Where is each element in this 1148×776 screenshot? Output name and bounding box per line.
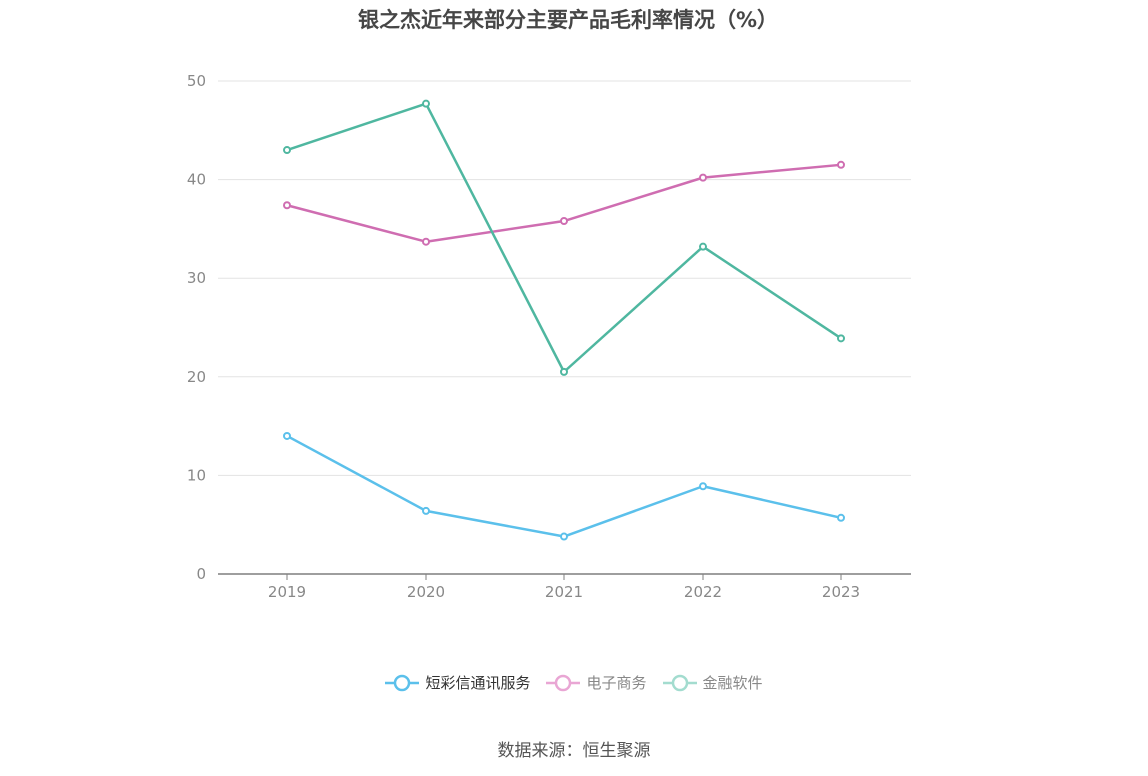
data-point bbox=[699, 173, 707, 182]
data-point bbox=[283, 201, 291, 210]
series-lines bbox=[286, 102, 842, 538]
data-point bbox=[699, 482, 707, 491]
y-tick-label: 30 bbox=[187, 269, 206, 287]
x-tick-label: 2019 bbox=[268, 583, 306, 601]
x-tick-label: 2022 bbox=[684, 583, 722, 601]
data-point bbox=[283, 431, 291, 440]
series-line-2 bbox=[286, 102, 842, 374]
y-tick-label: 40 bbox=[187, 171, 206, 189]
grid-lines bbox=[218, 80, 911, 476]
y-tick-label: 20 bbox=[187, 368, 206, 386]
legend: 短彩信通讯服务 电子商务 金融软件 bbox=[0, 672, 1148, 693]
legend-label: 电子商务 bbox=[586, 674, 647, 692]
data-point bbox=[699, 242, 707, 251]
y-tick-label: 50 bbox=[187, 72, 206, 90]
source-note: 数据来源：恒生聚源 bbox=[497, 741, 651, 761]
series-line-0 bbox=[286, 434, 842, 538]
data-point bbox=[422, 99, 430, 108]
x-tick-label: 2021 bbox=[545, 583, 583, 601]
data-points bbox=[283, 99, 845, 541]
data-point bbox=[422, 237, 430, 246]
data-point bbox=[560, 532, 568, 541]
y-tick-label: 10 bbox=[187, 466, 206, 484]
legend-item[interactable]: 电子商务 bbox=[546, 672, 647, 693]
legend-marker-icon bbox=[662, 674, 697, 691]
series-line-1 bbox=[286, 163, 842, 243]
data-point bbox=[422, 506, 430, 515]
legend-label: 短彩信通讯服务 bbox=[425, 674, 531, 692]
legend-marker-icon bbox=[385, 674, 420, 691]
x-tick-label: 2023 bbox=[822, 583, 860, 601]
data-point bbox=[837, 513, 845, 522]
legend-label: 金融软件 bbox=[702, 674, 763, 692]
data-point bbox=[560, 217, 568, 226]
data-point bbox=[283, 146, 291, 155]
chart-title: 银之杰近年来部分主要产品毛利率情况（%） bbox=[357, 8, 779, 32]
axes: 0 10 20 30 40 50 2019 2020 2021 2022 2023 bbox=[187, 72, 911, 601]
data-point bbox=[560, 367, 568, 376]
legend-item[interactable]: 短彩信通讯服务 bbox=[385, 672, 530, 693]
y-tick-label: 0 bbox=[196, 565, 206, 583]
legend-item[interactable]: 金融软件 bbox=[662, 672, 763, 693]
legend-marker-icon bbox=[546, 674, 581, 691]
data-point bbox=[837, 160, 845, 169]
data-point bbox=[837, 334, 845, 343]
x-tick-label: 2020 bbox=[407, 583, 445, 601]
